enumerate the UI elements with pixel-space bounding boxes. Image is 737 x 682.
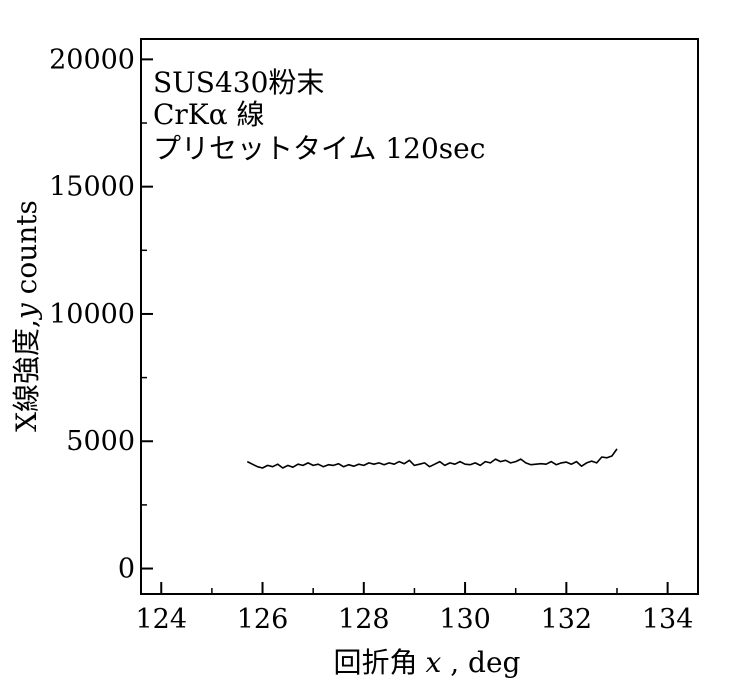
x-tick-label: 132 [541, 604, 593, 635]
y-axis-title: X線強度,y counts [10, 200, 43, 432]
y-tick-label: 20000 [49, 44, 135, 75]
plot-frame [140, 38, 699, 595]
x-tick-label: 126 [237, 604, 289, 635]
annotation-preset-time: プリセットタイム 120sec [153, 132, 485, 165]
y-tick-label: 5000 [66, 426, 135, 457]
y-axis-title-main: X線強度, [10, 319, 43, 432]
x-axis-title-main: 回折角 [334, 646, 418, 679]
y-axis-title-var: y [10, 302, 43, 321]
y-axis-title-unit: counts [10, 200, 43, 303]
series-line [246, 448, 618, 469]
annotation-sample: SUS430粉末 [153, 66, 324, 99]
y-tick-label: 0 [118, 554, 135, 585]
x-axis-title: 回折角 x , deg [334, 646, 521, 679]
x-tick-label: 134 [642, 604, 694, 635]
x-axis-title-unit: , deg [441, 646, 520, 679]
annotation-radiation: CrKα 線 [153, 98, 265, 131]
y-tick-label: 10000 [49, 299, 135, 330]
x-tick-label: 130 [439, 604, 491, 635]
x-tick-label: 128 [338, 604, 390, 635]
x-tick-label: 124 [135, 604, 187, 635]
ticks-layer: 124 126 128 130 132 134 0 5000 10000 15000 20000 [49, 44, 693, 635]
x-axis-title-var: x [426, 646, 442, 679]
y-tick-label: 15000 [49, 172, 135, 203]
series-layer [246, 448, 618, 469]
